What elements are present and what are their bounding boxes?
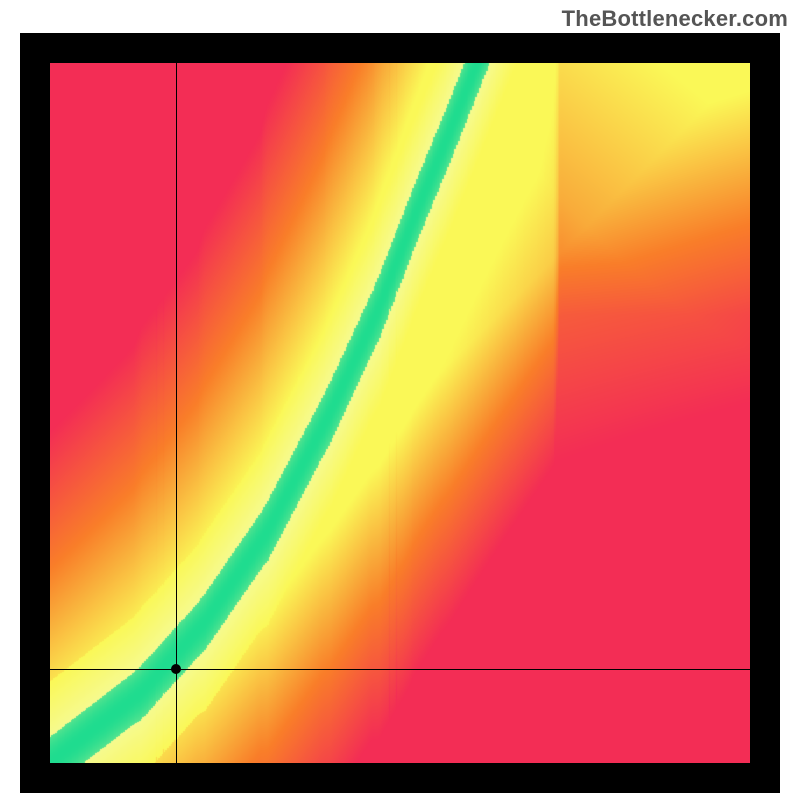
crosshair-vertical	[176, 33, 177, 793]
crosshair-marker	[171, 664, 181, 674]
watermark-text: TheBottlenecker.com	[562, 6, 788, 32]
heatmap-canvas	[50, 63, 750, 763]
crosshair-horizontal	[20, 669, 780, 670]
heatmap-canvas-wrap	[50, 63, 750, 763]
